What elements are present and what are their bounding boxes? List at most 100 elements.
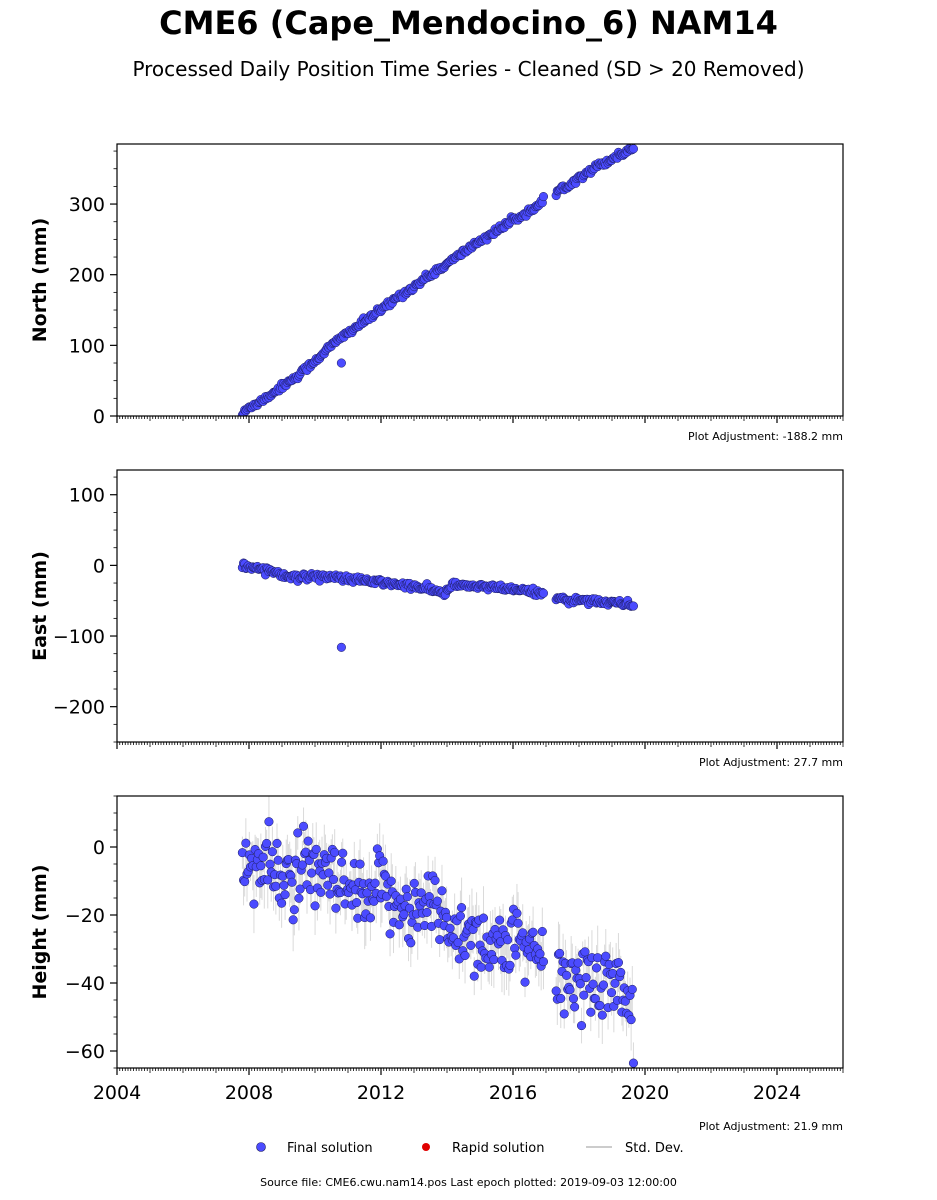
final-solution-point [538, 192, 549, 202]
east-panel: −200 −100 0 100 East (mm) Plot Adjustment: 27… [29, 469, 844, 769]
axes-frame [116, 143, 844, 417]
final-solution-point [495, 915, 505, 925]
y-tick-label: 200 [69, 265, 105, 287]
y-tick-label: 0 [93, 837, 105, 859]
final-solution-point [240, 877, 250, 887]
legend-std-dev-label: Std. Dev. [625, 1141, 684, 1156]
final-solution-point [262, 838, 272, 848]
y-tick-label: −200 [53, 697, 105, 719]
final-solution-point [598, 980, 609, 990]
final-solution-point [265, 859, 275, 869]
final-solution-point [273, 855, 283, 865]
final-solution-point [551, 986, 561, 996]
source-footer: Source file: CME6.cwu.nam14.pos Last epo… [260, 1176, 677, 1189]
final-solution-point [337, 857, 347, 867]
final-solution-point [307, 868, 317, 878]
final-solution-point [455, 911, 465, 921]
final-solution-point [370, 878, 380, 888]
final-solution-point [241, 838, 251, 848]
final-solution-point [280, 890, 290, 900]
y-ticks [110, 150, 117, 417]
x-tick-label: 2020 [621, 1082, 669, 1104]
final-solution-point [606, 988, 617, 998]
final-solution-point [511, 950, 521, 960]
final-solution-point [328, 874, 339, 884]
x-ticks [116, 416, 844, 423]
x-ticks [116, 742, 844, 749]
final-solution-point [613, 958, 624, 968]
final-solution-point [287, 877, 297, 887]
final-solution-point [295, 884, 305, 894]
outlier-point [336, 642, 346, 652]
final-solution-point [575, 979, 585, 989]
final-solution-point [249, 899, 259, 909]
final-solution-point [256, 861, 266, 871]
final-solution-point [616, 967, 626, 977]
final-solution-point [518, 928, 528, 938]
final-solution-point [628, 144, 639, 154]
final-solution-point [293, 828, 303, 838]
plot-adjustment-note: Plot Adjustment: -188.2 mm [688, 430, 843, 443]
final-solution-point [289, 905, 299, 915]
final-solution-point [610, 978, 620, 988]
final-solution-point [537, 926, 547, 937]
final-solution-point [568, 994, 579, 1004]
legend-final-solution-marker [256, 1142, 266, 1152]
chart-title: CME6 (Cape_Mendocino_6) NAM14 [159, 4, 778, 42]
final-solution-point [528, 927, 538, 937]
legend-rapid-solution-label: Rapid solution [452, 1141, 544, 1156]
final-solution-point [330, 847, 340, 857]
final-solution-point [288, 915, 298, 925]
legend-rapid-solution-marker [422, 1143, 430, 1151]
final-solution-point [416, 888, 426, 898]
final-solution-point [453, 938, 463, 948]
final-solution-point [580, 947, 590, 957]
final-solution-point [573, 958, 583, 968]
final-solution-point [338, 848, 348, 858]
final-solution-point [538, 588, 549, 598]
final-solution-point [591, 963, 602, 973]
final-solution-point [271, 881, 281, 891]
final-solution-point [579, 990, 589, 1000]
final-solution-point [627, 984, 637, 994]
final-solution-point [489, 955, 499, 965]
final-solution-point [432, 896, 442, 906]
final-solution-point [595, 1000, 605, 1011]
final-solution-point [445, 923, 455, 933]
final-solution-point [457, 903, 467, 913]
final-solution-point [520, 977, 530, 987]
plot-adjustment-note: Plot Adjustment: 21.9 mm [699, 1120, 843, 1133]
final-solution-point [430, 875, 440, 885]
y-ticks [110, 476, 117, 743]
final-solution-point [277, 898, 287, 908]
height-panel: 2004 2008 2012 2016 2020 2024 −60 −40 −20 0 Height… [29, 795, 844, 1133]
final-solution-point [581, 973, 591, 983]
y-axis-label: East (mm) [29, 551, 51, 661]
plot-area [237, 144, 639, 416]
final-solution-point [323, 880, 333, 890]
plot-adjustment-note: Plot Adjustment: 27.7 mm [699, 756, 843, 769]
final-solution-point [513, 918, 523, 928]
final-solution-point [279, 880, 289, 890]
final-solution-point [601, 951, 611, 961]
x-tick-label: 2008 [225, 1082, 273, 1104]
final-solution-point [394, 920, 404, 930]
y-tick-label: −60 [65, 1041, 105, 1063]
final-solution-point [586, 1007, 596, 1017]
final-solution-point [576, 1021, 587, 1031]
final-solution-point [294, 893, 304, 903]
y-axis-label: North (mm) [29, 218, 51, 343]
final-solution-point [272, 838, 282, 848]
axes-frame [116, 469, 844, 743]
y-tick-label: −20 [65, 905, 105, 927]
final-solution-point [466, 940, 476, 950]
final-solution-point [460, 950, 470, 961]
legend: Final solution Rapid solution Std. Dev. [256, 1141, 684, 1156]
final-solution-point [561, 970, 572, 980]
final-solution-point [505, 960, 515, 970]
final-solution-point [435, 935, 445, 945]
final-solution-point [378, 856, 388, 866]
final-solution-point [538, 957, 549, 967]
final-solution-point [503, 935, 513, 945]
